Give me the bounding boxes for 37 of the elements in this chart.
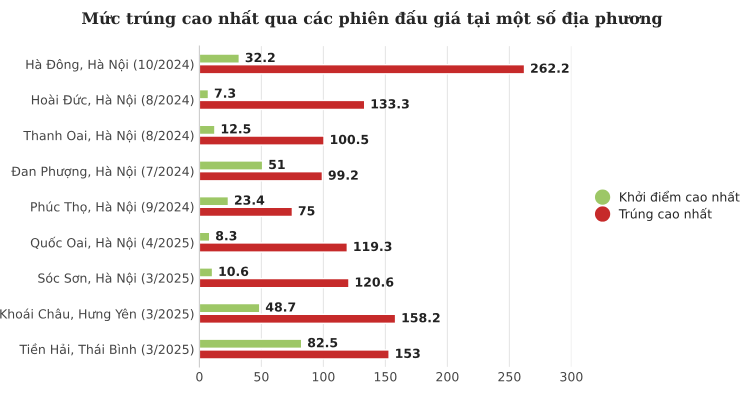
data-label: 100.5: [330, 134, 368, 144]
data-label: 75: [298, 206, 314, 216]
legend-label: Khởi điểm cao nhất: [620, 190, 740, 202]
x-tick-label: 150: [374, 372, 396, 382]
y-tick-label: Đan Phượng, Hà Nội (7/2024): [11, 166, 194, 178]
data-label: 23.4: [234, 195, 264, 205]
data-label: 262.2: [531, 63, 569, 73]
data-label: 99.2: [328, 170, 358, 180]
x-tick-label: 100: [312, 372, 334, 382]
y-tick-label: Quốc Oai, Hà Nội (4/2025): [30, 236, 194, 250]
data-label: 12.5: [222, 124, 250, 134]
data-label: 32.2: [246, 52, 275, 62]
y-tick-label: Khoái Châu, Hưng Yên (3/2025): [0, 308, 194, 322]
data-label: 133.3: [372, 99, 409, 109]
data-label: 158.2: [402, 312, 440, 322]
data-label: 8.3: [216, 230, 236, 240]
data-label: 120.6: [356, 277, 394, 287]
x-tick-label: 200: [436, 372, 458, 382]
y-tick-label: Hà Đông, Hà Nội (10/2024): [26, 58, 194, 72]
y-tick-label: Phúc Thọ, Hà Nội (9/2024): [31, 201, 194, 214]
x-tick-label: 300: [560, 372, 582, 382]
y-tick-label: Sóc Sơn, Hà Nội (3/2025): [38, 272, 194, 285]
x-tick-label: 250: [498, 372, 520, 382]
legend-label: Trúng cao nhất: [618, 208, 712, 222]
chart-title: Mức trúng cao nhất qua các phiên đấu giá tại một số địa phương: [82, 10, 662, 28]
x-tick-label: 50: [254, 372, 269, 382]
data-label: 48.7: [266, 302, 296, 312]
data-label: 51: [269, 160, 285, 170]
x-tick-label: 0: [196, 372, 203, 382]
data-label: 82.5: [308, 338, 338, 348]
y-tick-label: Thanh Oai, Hà Nội (8/2024): [23, 130, 194, 142]
y-tick-label: Hoài Đức, Hà Nội (8/2024): [32, 94, 194, 107]
y-tick-label: Tiền Hải, Thái Bình (3/2025): [19, 343, 194, 356]
data-label: 7.3: [214, 88, 236, 98]
data-label: 119.3: [354, 242, 392, 252]
data-label: 10.6: [220, 266, 248, 276]
data-label: 153: [396, 348, 420, 358]
